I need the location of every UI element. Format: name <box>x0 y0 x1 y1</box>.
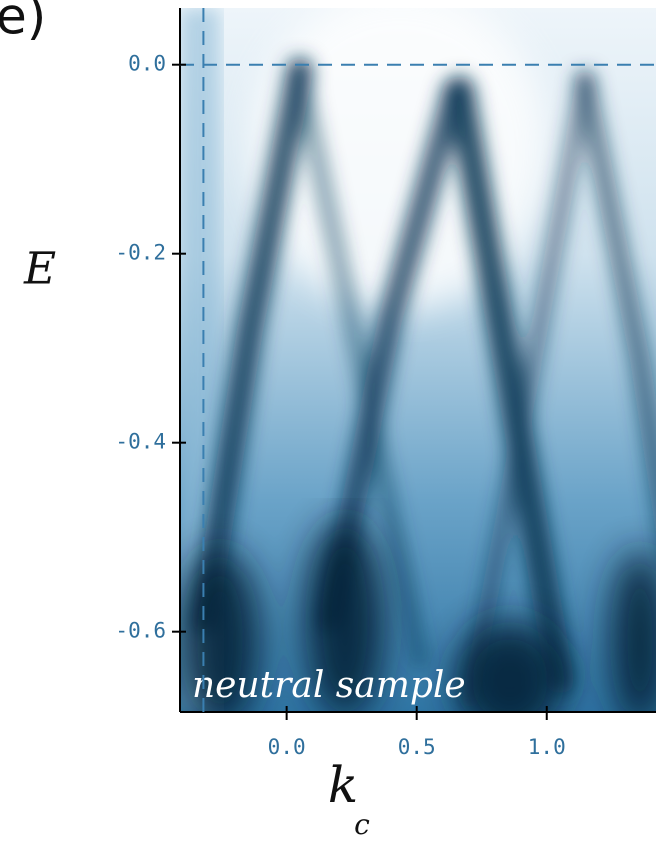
x-tick-label: 1.0 <box>528 735 566 759</box>
y-tick-label: -0.6 <box>115 619 166 643</box>
x-axis-label: k <box>328 756 358 814</box>
y-axis-label: E <box>23 244 56 295</box>
x-tick-label: 0.5 <box>398 735 436 759</box>
intensity-map <box>180 8 656 712</box>
x-tick-label: 0.0 <box>268 735 306 759</box>
x-axis-label-subscript: c <box>354 808 370 841</box>
y-tick-label: -0.2 <box>115 241 166 265</box>
annotation: neutral sample <box>192 665 466 706</box>
panel-label: e) <box>0 0 46 46</box>
y-tick-label: -0.4 <box>115 430 166 454</box>
y-tick-label: 0.0 <box>128 52 166 76</box>
